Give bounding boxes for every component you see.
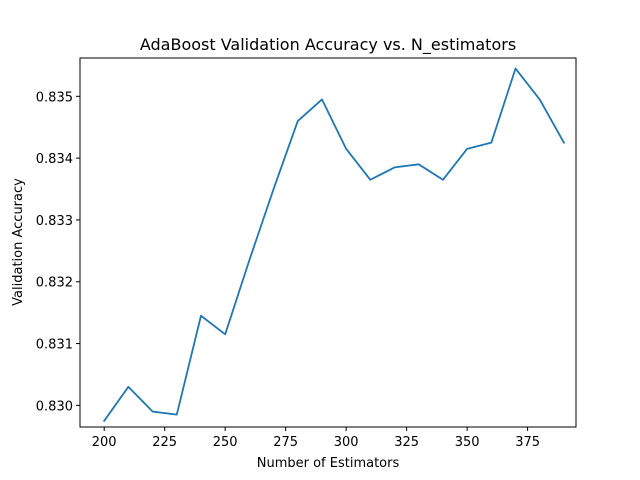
y-tick-label: 0.831 bbox=[36, 338, 73, 353]
y-tick-label: 0.830 bbox=[36, 399, 73, 414]
series-line bbox=[102, 67, 566, 423]
plot-frame bbox=[79, 57, 577, 428]
y-tick-label: 0.832 bbox=[36, 276, 73, 291]
y-tick-label: 0.833 bbox=[36, 214, 73, 229]
x-tick-label: 300 bbox=[334, 435, 359, 450]
y-tick-label: 0.835 bbox=[36, 90, 73, 105]
y-axis-title: Validation Accuracy bbox=[11, 178, 26, 306]
y-tick-label: 0.834 bbox=[36, 152, 73, 167]
x-axis-title: Number of Estimators bbox=[257, 456, 400, 471]
x-tick-label: 200 bbox=[92, 435, 117, 450]
chart-title: AdaBoost Validation Accuracy vs. N_estim… bbox=[140, 35, 516, 55]
x-tick-label: 325 bbox=[394, 435, 419, 450]
x-tick-label: 225 bbox=[152, 435, 177, 450]
x-tick-label: 275 bbox=[273, 435, 298, 450]
x-tick-label: 350 bbox=[455, 435, 480, 450]
x-tick-label: 250 bbox=[213, 435, 238, 450]
x-tick-label: 375 bbox=[515, 435, 540, 450]
